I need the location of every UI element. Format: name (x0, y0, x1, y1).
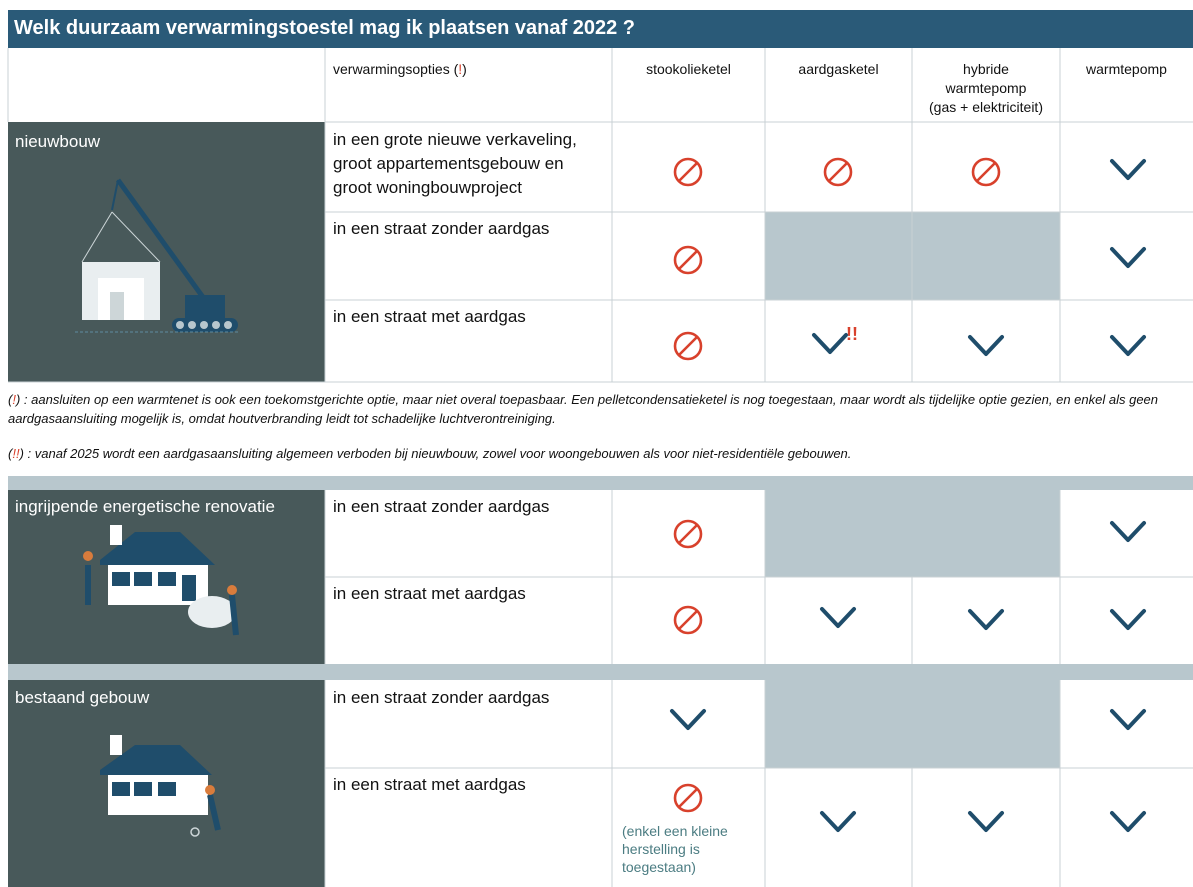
section-label: bestaand gebouw (15, 688, 150, 707)
shape (134, 782, 152, 796)
check-icon (670, 709, 706, 730)
shape (205, 785, 215, 795)
check-icon (1110, 159, 1146, 180)
header-line: warmtepomp (1086, 61, 1167, 77)
row-label: in een straat zonder aardgas (333, 497, 550, 516)
title: Welk duurzaam verwarmingstoestel mag ik … (14, 17, 635, 39)
section-label: ingrijpende energetische renovatie (15, 497, 275, 516)
note-open: ( (8, 446, 13, 461)
header-line: aardgasketel (798, 61, 879, 77)
check-icon (968, 811, 1004, 832)
shape (100, 532, 215, 565)
exception-note: (enkel een kleine herstelling is toegest… (622, 823, 728, 875)
shape (112, 782, 130, 796)
shape (227, 585, 237, 595)
row-label: in een straat met aardgas (333, 584, 526, 603)
shape (182, 575, 196, 601)
shape (83, 551, 93, 561)
forbidden-icon (971, 157, 1001, 187)
shape (200, 321, 208, 329)
forbidden-icon (673, 605, 703, 635)
forbidden-icon (673, 157, 703, 187)
shape (110, 735, 122, 755)
column-header: aardgasketel (765, 60, 912, 79)
shape (212, 321, 220, 329)
shape (110, 292, 124, 320)
shape (207, 794, 221, 831)
shape (158, 782, 176, 796)
check-icon (1110, 247, 1146, 268)
shape (8, 664, 1193, 680)
header-line: warmtepomp (945, 80, 1027, 96)
note-text: ) : vanaf 2025 wordt een aardgasaansluit… (19, 446, 852, 461)
check-icon (812, 333, 848, 354)
shape (7, 48, 1193, 887)
section-label: nieuwbouw (15, 132, 101, 151)
shape (8, 122, 325, 382)
options-label: verwarmingsopties ( (333, 61, 459, 77)
forbidden-icon (823, 157, 853, 187)
shape (765, 490, 1060, 577)
options-mark: ! (458, 61, 463, 77)
double-mark: !! (846, 324, 858, 344)
check-icon (1110, 335, 1146, 356)
check-icon (1110, 811, 1146, 832)
shape (765, 680, 1060, 768)
header-line: (gas + elektriciteit) (929, 99, 1043, 115)
row-label: in een straat met aardgas (333, 307, 526, 326)
note-mark: !! (12, 446, 20, 461)
forbidden-icon (673, 331, 703, 361)
header-line: stookolieketel (646, 61, 731, 77)
shape (81, 211, 113, 263)
shape (111, 179, 119, 211)
shape (229, 594, 239, 636)
forbidden-icon (673, 245, 703, 275)
shape (112, 572, 130, 586)
shape (8, 476, 1193, 490)
check-icon (820, 607, 856, 628)
check-icon (1110, 521, 1146, 542)
shape (188, 321, 196, 329)
forbidden-icon (673, 519, 703, 549)
check-icon (1110, 609, 1146, 630)
header-options: verwarmingsopties (!) (333, 60, 467, 79)
shape (185, 295, 225, 319)
shape (100, 735, 221, 837)
forbidden-icon (673, 783, 703, 813)
check-icon (820, 811, 856, 832)
column-header: warmtepomp (1060, 60, 1193, 79)
shape (188, 596, 236, 628)
check-icon (1110, 709, 1146, 730)
check-icon (968, 609, 1004, 630)
shape (110, 525, 122, 545)
note-mark: ! (12, 392, 16, 407)
row-label: in een straat met aardgas (333, 775, 526, 794)
shape (100, 745, 212, 775)
options-suffix: ) (462, 61, 467, 77)
shape (134, 572, 152, 586)
footnote: (!!) : vanaf 2025 wordt een aardgasaansl… (8, 444, 1190, 463)
footnote: (!) : aansluiten op een warmtenet is ook… (8, 390, 1190, 428)
shape (75, 178, 240, 333)
row-label: in een grote nieuwe verkaveling, groot a… (333, 130, 577, 197)
shape (158, 572, 176, 586)
shape (176, 321, 232, 329)
shape (176, 321, 184, 329)
row-label: in een straat zonder aardgas (333, 219, 550, 238)
shape (115, 178, 208, 302)
check-icon (968, 335, 1004, 356)
note-text: ) : aansluiten op een warmtenet is ook e… (8, 392, 1159, 426)
column-header: hybride warmtepomp (gas + elektriciteit) (912, 60, 1060, 117)
shape (111, 211, 161, 263)
shape (224, 321, 232, 329)
column-header: stookolieketel (612, 60, 765, 79)
shape (8, 10, 1193, 48)
header-line: hybride (963, 61, 1009, 77)
shape (83, 525, 239, 636)
shape (190, 827, 200, 837)
note-open: ( (8, 392, 13, 407)
row-label: in een straat zonder aardgas (333, 688, 550, 707)
